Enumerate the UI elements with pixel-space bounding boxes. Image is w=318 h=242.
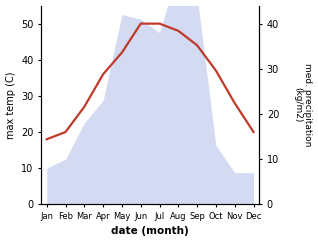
Y-axis label: max temp (C): max temp (C)	[5, 71, 16, 139]
X-axis label: date (month): date (month)	[111, 227, 189, 236]
Y-axis label: med. precipitation
(kg/m2): med. precipitation (kg/m2)	[293, 63, 313, 147]
